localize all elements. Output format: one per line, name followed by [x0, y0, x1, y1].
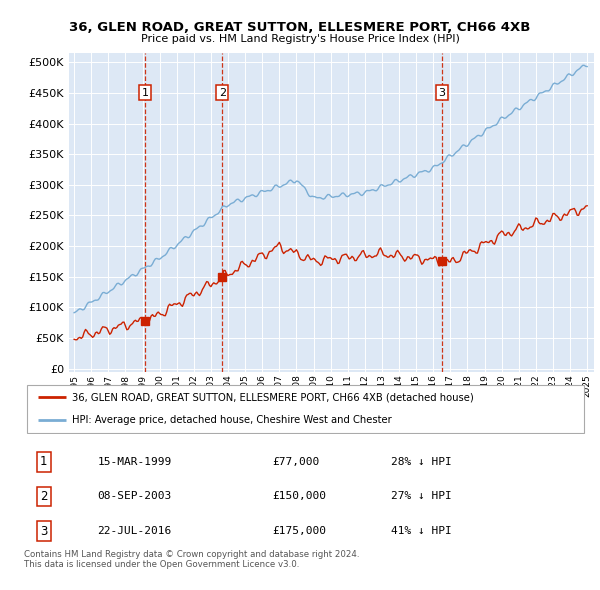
Text: 36, GLEN ROAD, GREAT SUTTON, ELLESMERE PORT, CH66 4XB (detached house): 36, GLEN ROAD, GREAT SUTTON, ELLESMERE P…: [72, 392, 473, 402]
Text: 28% ↓ HPI: 28% ↓ HPI: [391, 457, 451, 467]
Text: 1: 1: [142, 88, 149, 98]
Text: 27% ↓ HPI: 27% ↓ HPI: [391, 491, 451, 502]
Text: Price paid vs. HM Land Registry's House Price Index (HPI): Price paid vs. HM Land Registry's House …: [140, 34, 460, 44]
Text: 36, GLEN ROAD, GREAT SUTTON, ELLESMERE PORT, CH66 4XB: 36, GLEN ROAD, GREAT SUTTON, ELLESMERE P…: [70, 21, 530, 34]
Text: 3: 3: [40, 525, 47, 537]
Text: 1: 1: [40, 455, 47, 468]
Text: £175,000: £175,000: [272, 526, 326, 536]
Text: £77,000: £77,000: [272, 457, 319, 467]
Text: Contains HM Land Registry data © Crown copyright and database right 2024.
This d: Contains HM Land Registry data © Crown c…: [24, 550, 359, 569]
Text: HPI: Average price, detached house, Cheshire West and Chester: HPI: Average price, detached house, Ches…: [72, 415, 392, 425]
Text: 08-SEP-2003: 08-SEP-2003: [97, 491, 172, 502]
Text: 41% ↓ HPI: 41% ↓ HPI: [391, 526, 451, 536]
Text: 3: 3: [439, 88, 445, 98]
FancyBboxPatch shape: [27, 385, 584, 432]
Text: 22-JUL-2016: 22-JUL-2016: [97, 526, 172, 536]
Text: 2: 2: [219, 88, 226, 98]
Text: 15-MAR-1999: 15-MAR-1999: [97, 457, 172, 467]
Text: 2: 2: [40, 490, 47, 503]
Text: £150,000: £150,000: [272, 491, 326, 502]
